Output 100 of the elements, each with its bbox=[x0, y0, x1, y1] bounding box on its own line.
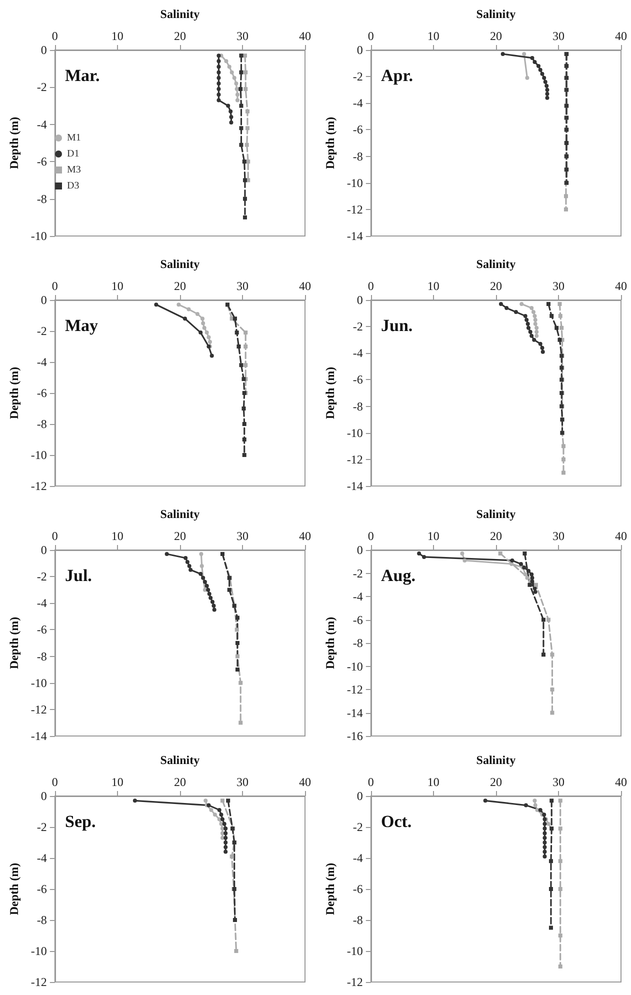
point bbox=[219, 812, 224, 817]
point bbox=[198, 572, 203, 576]
point bbox=[238, 720, 243, 725]
point bbox=[560, 326, 564, 330]
point bbox=[530, 576, 534, 580]
point bbox=[229, 114, 234, 119]
y-tick-label: -10 bbox=[30, 448, 47, 462]
point bbox=[232, 76, 236, 80]
point bbox=[204, 798, 208, 803]
point bbox=[533, 318, 538, 322]
point bbox=[202, 580, 207, 584]
y-tick-label: -10 bbox=[30, 676, 47, 690]
x-tick-label: 40 bbox=[299, 775, 311, 789]
point bbox=[532, 314, 537, 318]
point bbox=[242, 406, 246, 410]
point bbox=[244, 363, 248, 368]
point bbox=[538, 68, 542, 72]
point bbox=[550, 798, 554, 803]
point bbox=[526, 326, 530, 330]
point bbox=[483, 798, 488, 803]
legend-label: M1 bbox=[67, 132, 81, 144]
point bbox=[242, 54, 247, 58]
point bbox=[224, 850, 228, 854]
point bbox=[540, 346, 544, 350]
text: Apr. bbox=[381, 66, 413, 85]
point bbox=[558, 314, 562, 318]
point bbox=[227, 64, 232, 69]
y-axis-title: Depth (m) bbox=[323, 616, 337, 670]
point bbox=[216, 59, 221, 64]
point bbox=[216, 54, 221, 58]
x-tick-label: 0 bbox=[368, 279, 374, 293]
point bbox=[534, 334, 539, 338]
point bbox=[244, 330, 248, 335]
point bbox=[229, 120, 234, 125]
y-tick-label: -8 bbox=[352, 913, 363, 927]
x-tick-label: 40 bbox=[615, 529, 627, 543]
point bbox=[200, 316, 204, 321]
point bbox=[209, 808, 214, 812]
point bbox=[204, 330, 209, 335]
y-tick-label: -6 bbox=[36, 882, 47, 896]
y-tick-label: -4 bbox=[352, 851, 363, 865]
point bbox=[242, 160, 246, 164]
point bbox=[558, 826, 562, 831]
point bbox=[235, 92, 240, 97]
x-axis-title: Salinity bbox=[160, 257, 200, 271]
point bbox=[239, 70, 244, 74]
x-tick-label: 10 bbox=[427, 529, 440, 543]
point bbox=[550, 652, 554, 657]
y-tick-label: -6 bbox=[36, 154, 47, 169]
point bbox=[554, 326, 559, 330]
point bbox=[545, 92, 550, 96]
point bbox=[558, 302, 562, 306]
x-tick-label: 0 bbox=[52, 29, 58, 43]
point bbox=[523, 572, 528, 576]
point bbox=[202, 326, 206, 330]
point bbox=[216, 76, 221, 80]
y-tick-label: -10 bbox=[346, 944, 363, 958]
x-tick-label: 40 bbox=[299, 279, 311, 293]
point bbox=[182, 316, 187, 321]
point bbox=[534, 582, 538, 587]
point bbox=[212, 604, 216, 608]
point bbox=[212, 812, 217, 817]
point bbox=[244, 142, 249, 147]
y-tick-label: -2 bbox=[352, 820, 363, 834]
y-axis-title: Depth (m) bbox=[323, 366, 337, 420]
x-tick-label: 40 bbox=[299, 529, 311, 543]
point bbox=[242, 438, 246, 442]
point bbox=[532, 798, 537, 803]
point bbox=[533, 590, 538, 594]
point bbox=[531, 310, 536, 314]
x-tick-label: 0 bbox=[368, 29, 374, 43]
y-tick-label: -2 bbox=[36, 820, 47, 834]
point bbox=[520, 302, 524, 306]
y-tick-label: -6 bbox=[352, 882, 363, 896]
point bbox=[526, 568, 530, 573]
x-tick-label: 20 bbox=[174, 529, 186, 543]
point bbox=[550, 710, 554, 715]
x-tick-label: 20 bbox=[174, 29, 186, 43]
point bbox=[232, 316, 237, 321]
point bbox=[239, 363, 244, 368]
x-tick-label: 10 bbox=[427, 775, 440, 789]
x-tick-label: 20 bbox=[490, 529, 502, 543]
point bbox=[532, 338, 536, 342]
point bbox=[244, 344, 248, 348]
y-axis-title: Depth (m) bbox=[323, 862, 337, 916]
point bbox=[533, 322, 538, 326]
x-tick-label: 0 bbox=[368, 775, 374, 789]
y-tick-label: -8 bbox=[352, 636, 363, 650]
y-tick-label: -8 bbox=[36, 417, 47, 431]
point bbox=[542, 831, 547, 836]
point bbox=[526, 322, 530, 326]
point bbox=[417, 551, 422, 556]
point bbox=[498, 302, 503, 306]
point bbox=[558, 964, 562, 968]
y-tick-label: -12 bbox=[30, 702, 47, 716]
point bbox=[242, 178, 247, 182]
point bbox=[545, 88, 550, 92]
legend-label: M3 bbox=[67, 164, 81, 176]
x-tick-label: 40 bbox=[615, 29, 627, 43]
point bbox=[132, 798, 137, 803]
